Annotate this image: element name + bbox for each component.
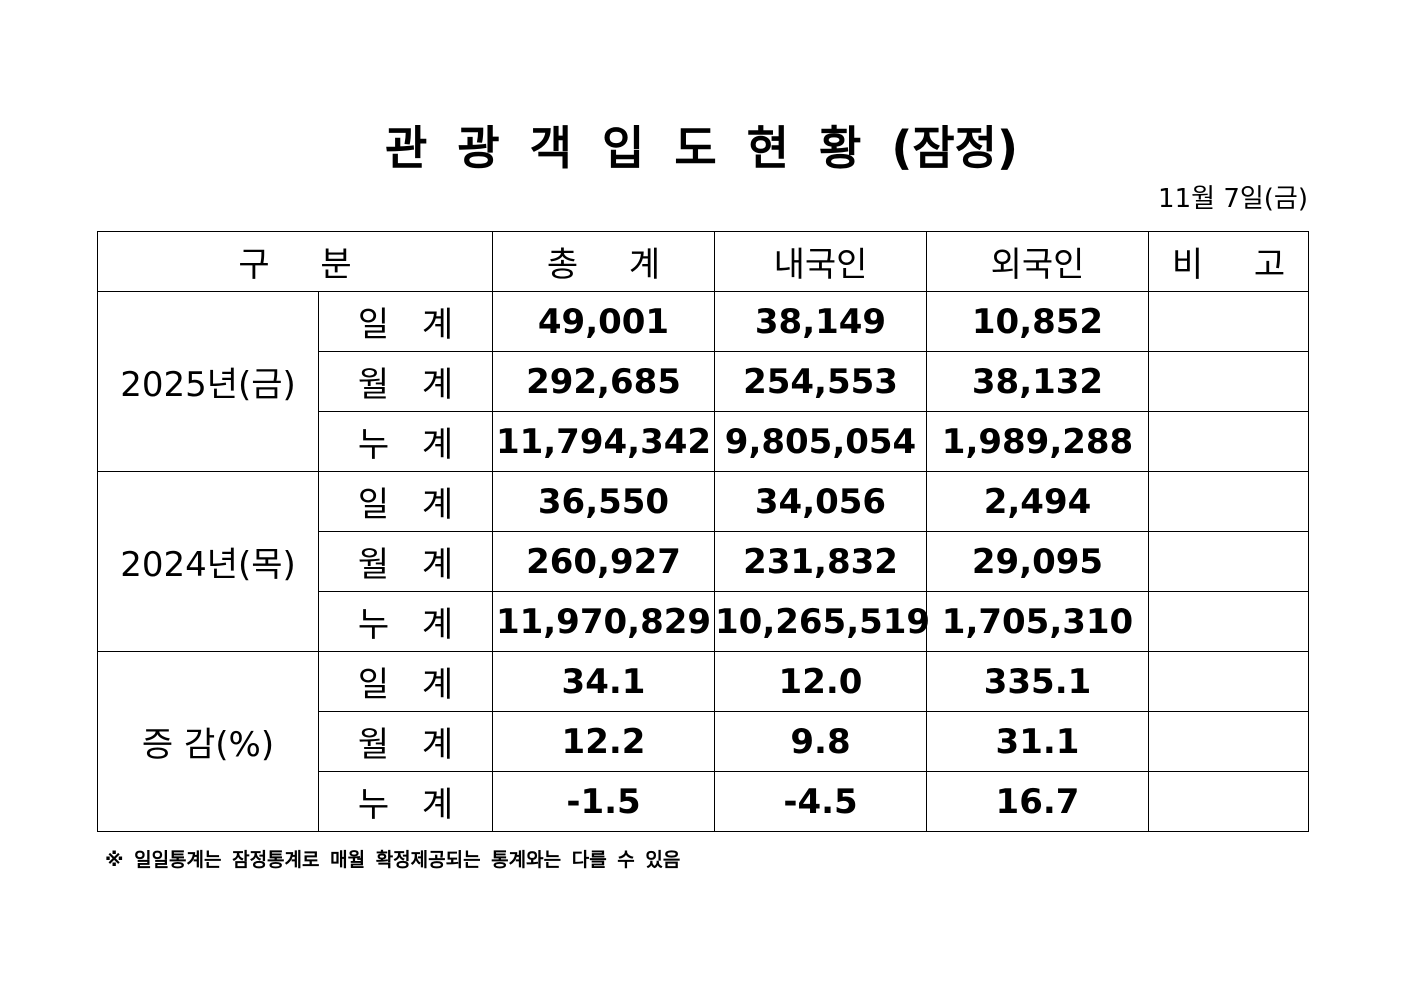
column-header: 구 분	[97, 231, 493, 292]
row-label: 일 계	[318, 471, 493, 532]
date: 11월 7일(금)	[1158, 184, 1308, 214]
remark-cell	[1148, 591, 1309, 652]
row-label: 누 계	[318, 771, 493, 832]
value-cell: 34,056	[714, 471, 927, 532]
value-cell: 231,832	[714, 531, 927, 592]
remark-cell	[1148, 471, 1309, 532]
value-cell: 12.0	[714, 651, 927, 712]
data-row: 2024년(목) 일 계 36,550 34,056 2,494	[97, 471, 1309, 652]
group-label: 2025년(금)	[97, 291, 319, 472]
row-label: 누 계	[318, 411, 493, 472]
value-cell: 335.1	[926, 651, 1149, 712]
value-cell: 9.8	[714, 711, 927, 772]
remark-cell	[1148, 351, 1309, 412]
value-cell: 11,970,829	[492, 591, 715, 652]
row-label: 일 계	[318, 291, 493, 352]
value-cell: -4.5	[714, 771, 927, 832]
column-header: 외국인	[926, 231, 1149, 292]
value-cell: 254,553	[714, 351, 927, 412]
row-label: 월 계	[318, 531, 493, 592]
value-cell: 9,805,054	[714, 411, 927, 472]
row-label: 일 계	[318, 651, 493, 712]
data-row: 월 계 260,927 231,832 29,095	[98, 531, 1309, 592]
column-header: 비 고	[1148, 231, 1309, 292]
row-label: 누 계	[318, 591, 493, 652]
row-label: 월 계	[318, 711, 493, 772]
value-cell: 11,794,342	[492, 411, 715, 472]
column-header: 내국인	[714, 231, 927, 292]
value-cell: 38,132	[926, 351, 1149, 412]
value-cell: 16.7	[926, 771, 1149, 832]
remark-cell	[1148, 291, 1309, 352]
value-cell: 34.1	[492, 651, 715, 712]
remark-cell	[1148, 531, 1309, 592]
group-label: 2024년(목)	[97, 471, 319, 652]
row-label: 월 계	[318, 351, 493, 412]
value-cell: 29,095	[926, 531, 1149, 592]
data-row: 누 계 11,970,829 10,265,519 1,705,310	[98, 591, 1309, 652]
value-cell: 36,550	[492, 471, 715, 532]
column-header: 총 계	[492, 231, 715, 292]
remark-cell	[1148, 411, 1309, 472]
remark-cell	[1148, 711, 1309, 772]
value-cell: 260,927	[492, 531, 715, 592]
data-row: 증 감(%) 일 계 34.1 12.0 335.1	[97, 651, 1309, 832]
value-cell: 38,149	[714, 291, 927, 352]
value-cell: 12.2	[492, 711, 715, 772]
remark-cell	[1148, 651, 1309, 712]
value-cell: 2,494	[926, 471, 1149, 532]
group-label: 증 감(%)	[97, 651, 319, 832]
value-cell: 10,265,519	[714, 591, 930, 652]
title: 관 광 객 입 도 현 황 (잠정)	[384, 121, 1019, 175]
value-cell: 31.1	[926, 711, 1149, 772]
data-row: 누 계 -1.5 -4.5 16.7	[98, 771, 1309, 832]
value-cell: 49,001	[492, 291, 715, 352]
value-cell: -1.5	[492, 771, 715, 832]
data-row: 2025년(금) 일 계 49,001 38,149 10,852	[97, 291, 1309, 472]
value-cell: 292,685	[492, 351, 715, 412]
remark-cell	[1148, 771, 1309, 832]
footnote: ※ 일일통계는 잠정통계로 매월 확정제공되는 통계와는 다를 수 있음	[105, 849, 681, 871]
data-row: 누 계 11,794,342 9,805,054 1,989,288	[98, 411, 1309, 472]
value-cell: 1,705,310	[926, 591, 1149, 652]
data-row: 월 계 12.2 9.8 31.1	[98, 711, 1309, 772]
value-cell: 10,852	[926, 291, 1149, 352]
value-cell: 1,989,288	[926, 411, 1149, 472]
